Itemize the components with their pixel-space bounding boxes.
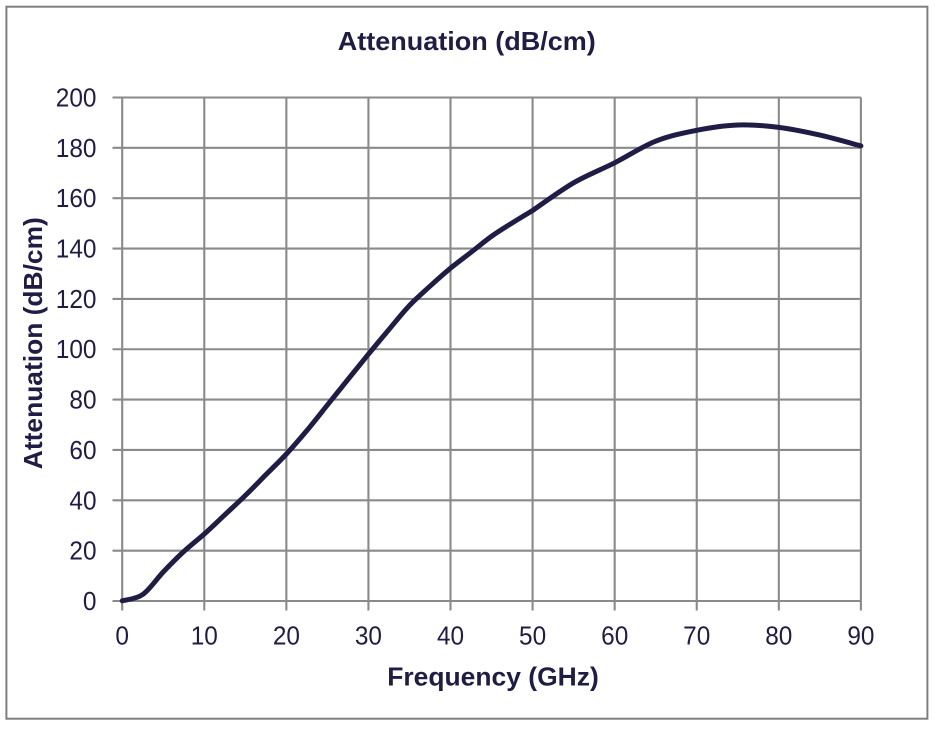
svg-text:Attenuation (dB/cm): Attenuation (dB/cm): [338, 26, 596, 56]
svg-text:10: 10: [191, 620, 218, 650]
svg-text:100: 100: [56, 334, 97, 364]
svg-text:40: 40: [437, 620, 464, 650]
svg-text:200: 200: [56, 83, 97, 113]
svg-text:180: 180: [56, 133, 97, 163]
svg-text:60: 60: [69, 435, 96, 465]
svg-text:Attenuation (dB/cm): Attenuation (dB/cm): [18, 217, 48, 469]
svg-text:160: 160: [56, 183, 97, 213]
svg-text:Frequency (GHz): Frequency (GHz): [387, 662, 599, 692]
svg-text:30: 30: [355, 620, 382, 650]
svg-text:0: 0: [83, 586, 97, 616]
svg-text:70: 70: [683, 620, 710, 650]
svg-text:80: 80: [69, 385, 96, 415]
svg-text:0: 0: [115, 620, 129, 650]
svg-text:50: 50: [519, 620, 546, 650]
svg-text:60: 60: [601, 620, 628, 650]
svg-text:120: 120: [56, 284, 97, 314]
svg-text:40: 40: [69, 485, 96, 515]
svg-text:140: 140: [56, 234, 97, 264]
svg-text:80: 80: [765, 620, 792, 650]
svg-text:20: 20: [69, 536, 96, 566]
svg-text:20: 20: [273, 620, 300, 650]
svg-text:90: 90: [847, 620, 874, 650]
